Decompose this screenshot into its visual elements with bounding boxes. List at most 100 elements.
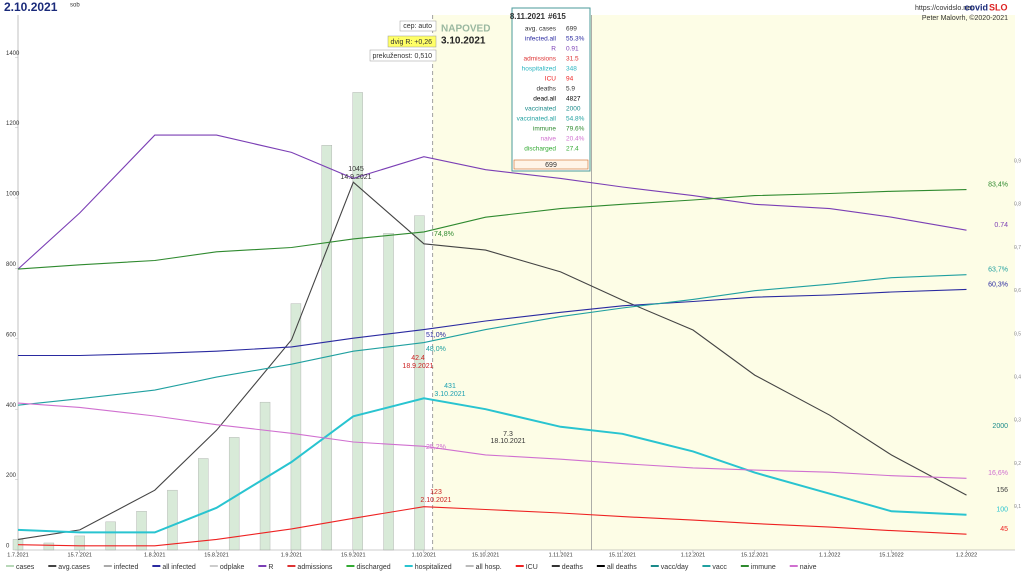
y2-tick-label: 0,2 [1014,461,1021,467]
y2-tick-label: 0,4 [1014,374,1021,380]
annotation: 25,2% [426,444,446,451]
legend-swatch [740,565,749,567]
x-tick-label: 15.10.2021 [472,552,500,558]
x-tick-label: 15.12.2021 [741,552,769,558]
tooltip-footer-box [513,159,589,170]
legend-entry: naive [800,564,817,571]
legend-entry: hospitalized [415,564,452,571]
end-label: 16,6% [988,470,1008,477]
bar [321,145,333,551]
legend-swatch [596,565,605,567]
annotation: cep: auto [403,23,432,30]
x-tick-label: 15.11.2021 [609,552,636,558]
tooltip-value: 4827 [566,96,581,103]
legend-entry: odplake [220,564,245,571]
tooltip-value: 2000 [566,106,581,113]
x-tick-label: 15.7.2021 [68,552,92,558]
legend-swatch [48,565,57,567]
x-tick-label: 1.1.2022 [819,552,840,558]
y-tick-label: 0 [6,544,10,550]
legend-swatch [6,565,14,567]
legend-swatch [258,565,267,567]
tooltip-value: 31.5 [566,56,579,63]
end-label: 63,7% [988,267,1008,274]
annotation: 123 [430,489,442,496]
forecast-date: 3.10.2021 [441,36,486,47]
tooltip-label: vaccinated.all [517,116,557,123]
tooltip-label: infected.all [525,36,557,43]
header-author: Peter Malovrh, ©2020-2021 [922,14,1008,22]
bar [228,437,240,551]
tooltip-value: 94 [566,76,574,83]
x-tick-label: 1.2.2022 [956,552,977,558]
bar [74,535,85,551]
setting-box [399,20,437,32]
legend-swatch [465,565,474,567]
legend-swatch [287,565,296,567]
end-label: 156 [996,487,1008,494]
legend-swatch [515,565,524,567]
series-line [17,402,967,479]
tooltip-label: hospitalized [522,66,557,73]
series-line [17,274,967,406]
tooltip-label: deaths [536,86,556,93]
y2-tick-label: 0,1 [1014,504,1021,510]
annotation: 2.10.2021 [420,497,451,504]
y2-tick-label: 0,3 [1014,418,1021,424]
tooltip-day: #615 [548,12,566,21]
x-tick-label: 1.9.2021 [281,552,302,558]
legend-entry: vacc [712,564,727,571]
tooltip-value: 20.4% [566,136,585,143]
annotation: 18.9.2021 [402,363,433,370]
tooltip-value: 348 [566,66,577,73]
legend-swatch [103,565,112,567]
series-line [17,506,967,547]
tooltip-value: 79.6% [566,126,585,133]
legend-entry: infected [114,564,139,571]
annotation: 42.4 [411,355,425,362]
series-line [17,397,967,534]
end-label: 83,4% [988,181,1008,188]
legend-entry: admissions [297,564,333,571]
annotation: prekuženost: 0,510 [372,53,432,60]
legend-swatch [404,565,413,567]
legend-swatch [346,565,355,567]
x-tick-label: 15.9.2021 [341,552,365,558]
annotation: 431 [444,383,456,390]
legend-swatch [551,565,560,567]
annotation: dvig R: +0,26 [391,39,433,46]
end-label: 0.74 [994,222,1008,229]
tooltip-label: R [551,46,556,53]
legend-entry: all infected [162,564,196,571]
brand: covid [964,2,988,12]
y2-tick-label: 0,7 [1014,245,1021,251]
annotation: 3.10.2021 [434,391,465,398]
bar [383,233,394,551]
annotation: 1045 [348,166,364,173]
legend-swatch [209,565,218,567]
annotation: 14.9.2021 [340,174,371,181]
x-tick-label: 15.1.2022 [879,552,903,558]
legend-swatch [152,565,161,567]
x-tick-label: 1.12.2021 [681,552,705,558]
legend-entry: deaths [562,564,584,571]
tooltip-label: admissions [523,56,556,63]
tooltip-value: 0.91 [566,46,579,53]
legend-swatch [702,565,711,567]
series-line [17,189,967,270]
legend-entry: avg.cases [58,564,90,571]
setting-box[interactable] [387,35,437,48]
tooltip-label: dead.all [533,96,556,103]
y-tick-label: 400 [6,403,17,409]
tooltip-value: 699 [566,26,577,33]
header-weekday: sob [70,3,80,9]
tooltip-label: immune [533,126,557,133]
annotation: 74,8% [434,231,454,238]
end-label: 60,3% [988,281,1008,288]
bar [167,489,178,551]
annotation: 7.3 [503,431,513,438]
annotation: 48,0% [426,346,446,353]
tooltip-label: ICU [545,76,557,83]
tooltip-label: avg. cases [525,26,557,33]
tooltip-footer: 699 [545,162,557,169]
